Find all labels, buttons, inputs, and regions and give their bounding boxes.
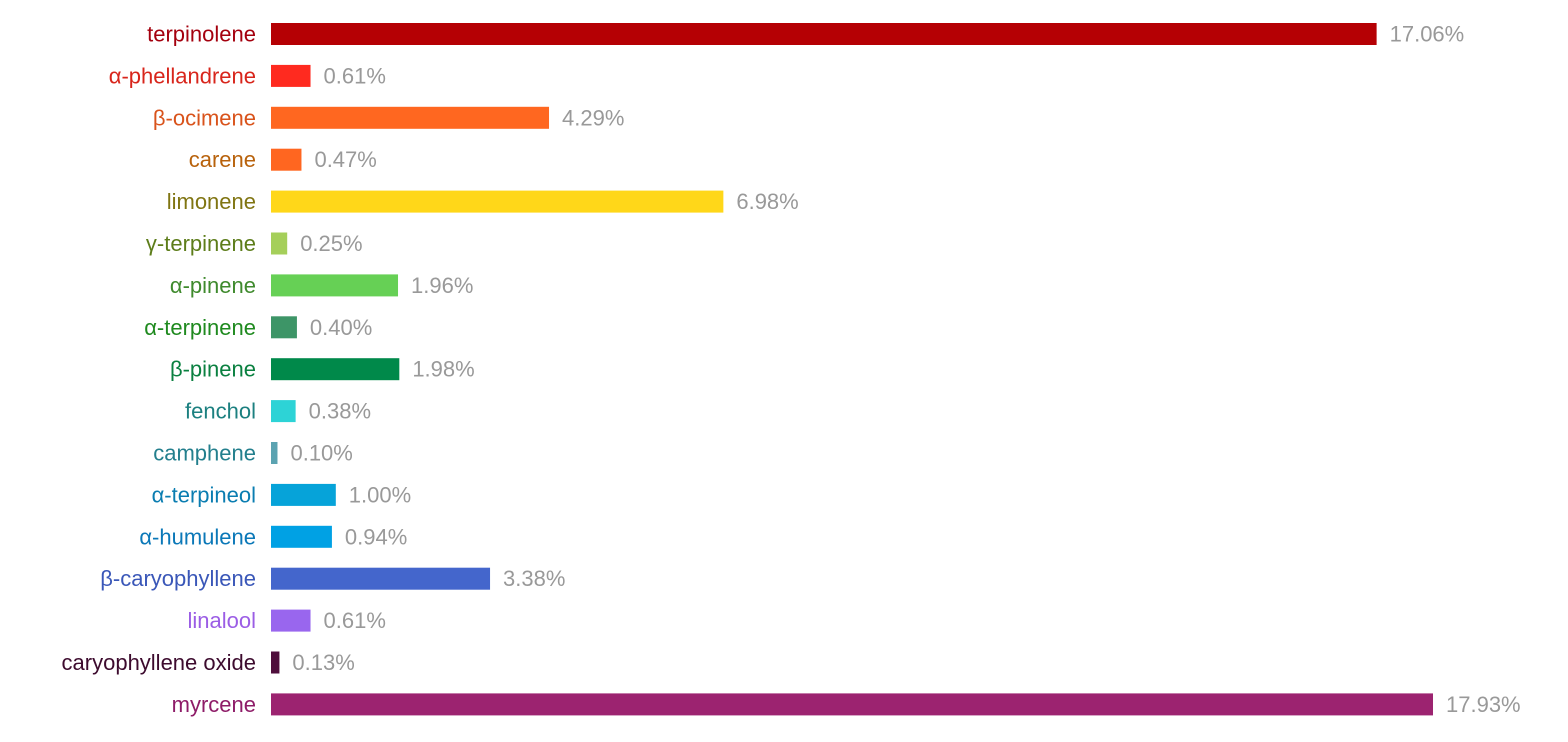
category-label: myrcene bbox=[172, 692, 256, 717]
category-label: α-humulene bbox=[139, 524, 256, 549]
category-label: γ-terpinene bbox=[146, 231, 256, 256]
value-label: 0.61% bbox=[324, 608, 386, 633]
value-label: 17.06% bbox=[1390, 22, 1465, 47]
category-label: linalool bbox=[188, 608, 257, 633]
category-label: limonene bbox=[167, 189, 256, 214]
bar bbox=[271, 64, 311, 87]
value-label: 1.00% bbox=[349, 482, 411, 507]
value-label: 1.96% bbox=[411, 273, 473, 298]
bar bbox=[271, 567, 491, 590]
category-label: fenchol bbox=[185, 399, 256, 424]
category-label: α-phellandrene bbox=[109, 63, 256, 88]
value-label: 0.25% bbox=[300, 231, 362, 256]
value-label: 0.94% bbox=[345, 524, 407, 549]
bar bbox=[271, 442, 278, 464]
bar bbox=[271, 651, 280, 674]
bar bbox=[271, 23, 1377, 45]
bar bbox=[271, 483, 336, 506]
bar bbox=[271, 232, 288, 255]
category-label: β-pinene bbox=[170, 357, 256, 382]
value-label: 1.98% bbox=[412, 357, 474, 382]
category-label: terpinolene bbox=[147, 22, 256, 47]
bar bbox=[271, 190, 724, 213]
bar bbox=[271, 316, 297, 339]
value-label: 3.38% bbox=[503, 566, 565, 591]
category-label: caryophyllene oxide bbox=[62, 650, 256, 675]
bar bbox=[271, 525, 332, 548]
bar bbox=[271, 358, 400, 381]
category-label: β-caryophyllene bbox=[100, 566, 256, 591]
bar bbox=[271, 274, 399, 297]
value-label: 0.47% bbox=[314, 147, 376, 172]
bar bbox=[271, 693, 1433, 716]
value-label: 0.38% bbox=[309, 399, 371, 424]
bar bbox=[271, 106, 550, 129]
category-label: camphene bbox=[153, 441, 256, 466]
category-label: α-terpinene bbox=[144, 315, 256, 340]
value-label: 0.13% bbox=[292, 650, 354, 675]
category-label: β-ocimene bbox=[153, 105, 256, 130]
value-label: 17.93% bbox=[1446, 692, 1521, 717]
bar bbox=[271, 400, 296, 423]
value-label: 0.10% bbox=[290, 441, 352, 466]
bar bbox=[271, 148, 302, 171]
value-label: 4.29% bbox=[562, 105, 624, 130]
category-label: α-terpineol bbox=[152, 482, 256, 507]
value-label: 0.40% bbox=[310, 315, 372, 340]
value-label: 0.61% bbox=[324, 63, 386, 88]
category-label: carene bbox=[189, 147, 256, 172]
category-label: α-pinene bbox=[170, 273, 256, 298]
value-label: 6.98% bbox=[736, 189, 798, 214]
bar bbox=[271, 609, 311, 632]
